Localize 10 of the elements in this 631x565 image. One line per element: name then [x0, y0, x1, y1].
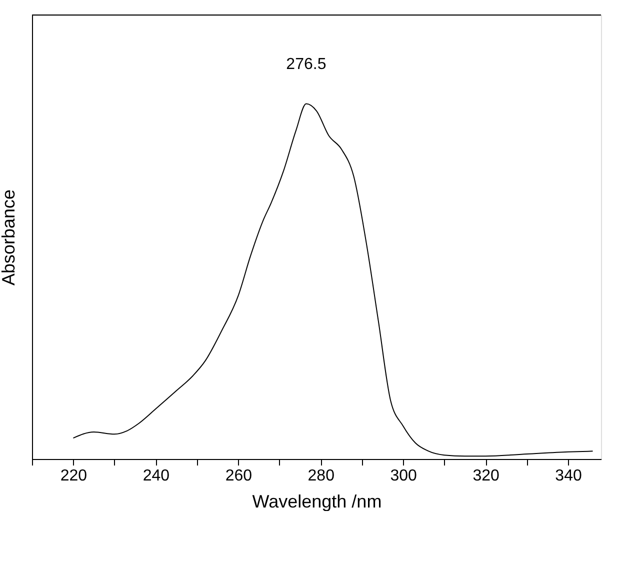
x-axis-title: Wavelength /nm: [252, 492, 382, 512]
x-tick-label: 280: [308, 468, 335, 484]
x-tick-label: 300: [390, 468, 418, 484]
x-tick-label: 260: [225, 468, 252, 484]
y-axis-title: Absorbance: [0, 189, 18, 286]
x-tick-label: 340: [555, 468, 582, 484]
annotation: 276.5: [286, 56, 326, 73]
x-tick-label: 220: [60, 468, 88, 484]
x-tick-label: 240: [142, 468, 170, 484]
x-tick-label: 320: [472, 468, 500, 484]
